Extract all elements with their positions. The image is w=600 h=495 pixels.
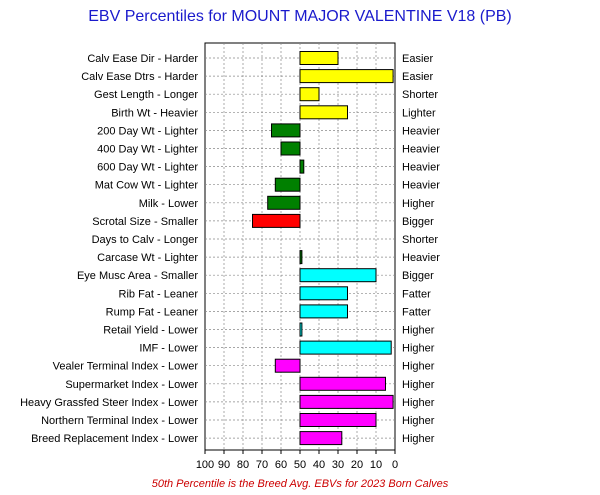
trait-label: Carcase Wt - Lighter [97, 252, 198, 264]
direction-label: Heavier [402, 162, 440, 174]
trait-label: Rib Fat - Leaner [119, 288, 199, 300]
bar [299, 105, 348, 120]
bar [252, 213, 301, 228]
direction-label: Heavier [402, 180, 440, 192]
tick-label: 40 [313, 459, 325, 471]
direction-label: Higher [402, 415, 435, 427]
trait-label: Rump Fat - Leaner [106, 306, 199, 318]
tick-label: 30 [332, 459, 344, 471]
trait-label: Vealer Terminal Index - Lower [53, 361, 199, 373]
direction-label: Fatter [402, 288, 431, 300]
bar [267, 195, 301, 210]
direction-labels: Easier Easier Shorter Lighter Heavier Heavier… [402, 53, 440, 445]
bar [280, 141, 301, 156]
bar [299, 413, 377, 427]
direction-label: Higher [402, 198, 435, 210]
x-axis-ticks: 100 90 80 70 60 50 40 30 20 10 0 [196, 450, 398, 471]
bar [299, 286, 348, 301]
trait-label: Mat Cow Wt - Lighter [95, 180, 199, 192]
bar [299, 87, 320, 102]
direction-label: Lighter [402, 107, 436, 119]
tick-label: 60 [275, 459, 287, 471]
direction-label: Higher [402, 397, 435, 409]
bar [299, 431, 343, 446]
bar [299, 394, 394, 409]
bars [252, 51, 394, 446]
trait-label: Supermarket Index - Lower [65, 379, 198, 391]
bar [271, 123, 301, 138]
bar [274, 177, 301, 192]
bar [299, 250, 303, 265]
direction-label: Easier [402, 53, 434, 65]
trait-label: Milk - Lower [139, 198, 199, 210]
direction-label: Higher [402, 325, 435, 337]
direction-label: Heavier [402, 125, 440, 137]
bar [299, 51, 339, 65]
trait-label: 400 Day Wt - Lighter [97, 144, 198, 156]
trait-label: Calv Ease Dir - Harder [87, 53, 198, 65]
bar [299, 69, 394, 84]
direction-label: Shorter [402, 89, 438, 101]
direction-label: Heavier [402, 252, 440, 264]
direction-label: Shorter [402, 234, 438, 246]
direction-label: Fatter [402, 306, 431, 318]
trait-label: 200 Day Wt - Lighter [97, 125, 198, 137]
trait-label: Birth Wt - Heavier [111, 107, 198, 119]
tick-label: 70 [256, 459, 268, 471]
trait-labels: Calv Ease Dir - Harder Calv Ease Dtrs - H… [20, 53, 198, 445]
trait-label: Calv Ease Dtrs - Harder [81, 71, 198, 83]
trait-label: Eye Musc Area - Smaller [77, 270, 198, 282]
tick-label: 0 [392, 459, 398, 471]
bar [299, 376, 386, 391]
trait-label: Days to Calv - Longer [92, 234, 199, 246]
direction-label: Higher [402, 343, 435, 355]
bar [299, 268, 377, 283]
bar [299, 322, 303, 337]
direction-label: Higher [402, 361, 435, 373]
tick-label: 90 [218, 459, 230, 471]
trait-label: Heavy Grassfed Steer Index - Lower [20, 397, 198, 409]
trait-label: Scrotal Size - Smaller [92, 216, 198, 228]
tick-label: 100 [196, 459, 214, 471]
direction-label: Higher [402, 433, 435, 445]
bar [299, 304, 348, 319]
direction-label: Easier [402, 71, 434, 83]
trait-label: Northern Terminal Index - Lower [41, 415, 198, 427]
tick-label: 20 [351, 459, 363, 471]
chart-title: EBV Percentiles for MOUNT MAJOR VALENTIN… [88, 8, 512, 25]
trait-label: Retail Yield - Lower [103, 325, 198, 337]
trait-label: Breed Replacement Index - Lower [31, 433, 198, 445]
trait-label: IMF - Lower [139, 343, 198, 355]
bar [299, 159, 305, 174]
trait-label: Gest Length - Longer [94, 89, 198, 101]
trait-label: 600 Day Wt - Lighter [97, 162, 198, 174]
bar [274, 358, 301, 373]
tick-label: 50 [294, 459, 306, 471]
direction-label: Bigger [402, 216, 434, 228]
chart-footer-note: 50th Percentile is the Breed Avg. EBVs f… [152, 478, 449, 490]
tick-label: 80 [237, 459, 249, 471]
bar [299, 340, 392, 355]
direction-label: Higher [402, 379, 435, 391]
direction-label: Bigger [402, 270, 434, 282]
direction-label: Heavier [402, 144, 440, 156]
tick-label: 10 [370, 459, 382, 471]
